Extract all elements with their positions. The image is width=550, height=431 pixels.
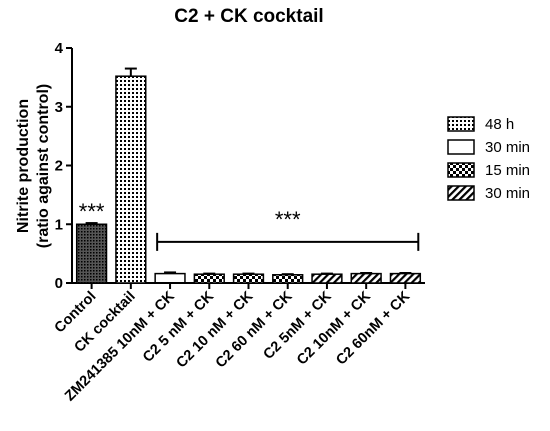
bar [389, 272, 422, 284]
bar [154, 272, 186, 284]
legend: 48 h 30 min 15 min 30 min [447, 116, 530, 202]
error-bars [85, 67, 412, 276]
y-tick-label: 1 [55, 216, 63, 233]
significance-stars: *** [275, 207, 301, 232]
legend-label: 30 min [485, 185, 530, 202]
legend-swatch [447, 139, 475, 155]
bar [272, 274, 304, 284]
y-axis-label-line1: Nitrite production [15, 99, 32, 233]
bar [350, 272, 382, 284]
chart-title: C2 + CK cocktail [174, 6, 323, 27]
bar [193, 273, 225, 284]
category-label: C2 5nM + CK [260, 288, 335, 363]
annotations: *** *** [79, 199, 420, 251]
y-axis: 0 1 2 3 4 [55, 40, 73, 292]
bar [232, 273, 265, 284]
bars [75, 75, 422, 284]
legend-swatch [447, 185, 475, 201]
y-tick-label: 4 [55, 40, 64, 57]
legend-label: 48 h [485, 116, 514, 133]
y-tick-label: 2 [55, 158, 63, 175]
significance-stars: *** [79, 199, 105, 224]
y-axis-label-line2: (ratio against control) [35, 84, 52, 248]
legend-swatch [447, 162, 475, 178]
x-axis [72, 282, 425, 289]
bar [311, 273, 343, 284]
legend-label: 15 min [485, 162, 530, 179]
bar [115, 75, 147, 284]
legend-swatch [447, 116, 475, 132]
y-tick-label: 3 [55, 99, 63, 116]
y-tick-label: 0 [55, 275, 63, 292]
legend-label: 30 min [485, 139, 530, 156]
bar [75, 223, 108, 284]
y-axis-label: Nitrite production (ratio against contro… [15, 84, 52, 248]
